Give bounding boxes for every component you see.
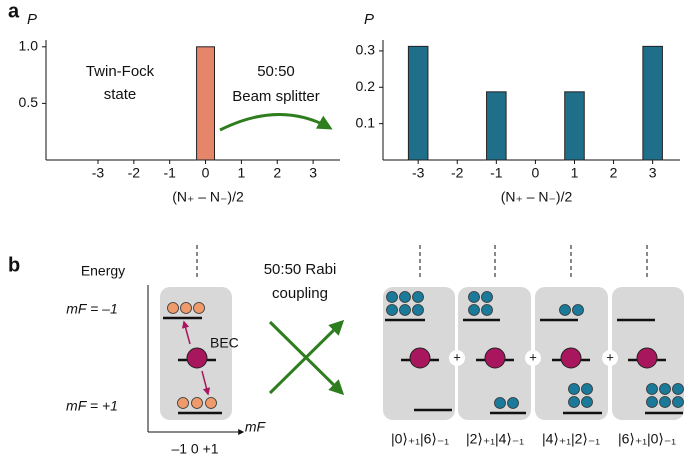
atom — [568, 396, 580, 408]
energy-label: Energy — [81, 263, 125, 279]
panel-b: BEC Energy mF = –1 mF = +1 mF –1 0 +1 50:50 Ra… — [66, 245, 684, 457]
x-tick-label: 3 — [309, 165, 317, 181]
atom — [386, 304, 398, 316]
bec — [186, 347, 208, 369]
x-tick-label: -1 — [490, 165, 503, 181]
atom — [399, 291, 411, 303]
bec — [484, 347, 506, 369]
atom — [572, 304, 584, 316]
atom — [191, 397, 203, 409]
notch — [525, 350, 541, 366]
level-label: mF = –1 — [66, 301, 118, 317]
annotation: state — [104, 86, 137, 103]
atom — [481, 304, 493, 316]
atom — [559, 304, 571, 316]
x-tick-label: 1 — [571, 165, 579, 181]
atom — [468, 291, 480, 303]
x-tick-label: 0 — [532, 165, 540, 181]
annotation: Beam splitter — [232, 88, 320, 105]
plus-sign: + — [606, 349, 614, 364]
x-tick-label: 0 — [202, 165, 210, 181]
bar — [642, 45, 663, 161]
atom — [177, 397, 189, 409]
bar — [196, 46, 216, 161]
beam-splitter-arrow — [219, 113, 333, 132]
state-label: |2⟩₊₁|4⟩₋₁ — [466, 431, 524, 447]
panel-label: b — [8, 254, 20, 276]
atom — [386, 291, 398, 303]
atom — [412, 304, 424, 316]
bec — [409, 347, 431, 369]
atom — [412, 291, 424, 303]
atom — [659, 396, 671, 408]
mf-label: mF — [245, 419, 267, 435]
x-tick-label: -2 — [451, 165, 464, 181]
plus-sign: + — [529, 349, 537, 364]
plus-sign: + — [453, 349, 461, 364]
atom — [568, 383, 580, 395]
atom — [481, 291, 493, 303]
coupling-label: coupling — [272, 285, 328, 302]
x-tick-label: 3 — [649, 165, 657, 181]
bar — [407, 45, 429, 161]
y-axis-label: P — [364, 11, 374, 28]
atom — [659, 383, 671, 395]
bec-label: BEC — [210, 335, 239, 351]
atom — [672, 383, 684, 395]
atom — [399, 304, 411, 316]
x-tick-label: -3 — [412, 165, 425, 181]
bar — [564, 91, 585, 161]
atom — [581, 383, 593, 395]
annotation: Twin-Fock — [86, 63, 155, 80]
x-tick-label: 2 — [273, 165, 281, 181]
atom — [193, 302, 205, 314]
annotation: 50:50 — [257, 63, 295, 80]
atom — [646, 396, 658, 408]
x-tick-label: -3 — [92, 165, 105, 181]
level-label: mF = +1 — [66, 398, 118, 414]
x-tick-label: -2 — [128, 165, 141, 181]
bec — [560, 347, 582, 369]
atom — [507, 397, 519, 409]
bec — [636, 347, 658, 369]
atom — [468, 304, 480, 316]
y-tick-label: 0.5 — [19, 94, 39, 110]
atom — [205, 397, 217, 409]
y-tick-label: 1.0 — [19, 37, 39, 53]
coupling-arrow — [268, 319, 345, 395]
arrow — [181, 320, 191, 345]
x-axis-label: (N₊ – N₋)/2 — [501, 189, 573, 205]
x-tick-label: -1 — [163, 165, 176, 181]
y-tick-label: 0.1 — [356, 114, 376, 130]
x-axis-label: (N₊ – N₋)/2 — [172, 189, 244, 205]
atom — [180, 302, 192, 314]
bar — [486, 91, 507, 161]
y-tick-label: 0.3 — [356, 42, 376, 58]
notch — [602, 350, 618, 366]
atom — [672, 396, 684, 408]
atom — [581, 396, 593, 408]
x-tick-label: 1 — [238, 165, 246, 181]
atom — [167, 302, 179, 314]
panel-label: a — [8, 0, 20, 22]
notch — [449, 350, 465, 366]
atom — [494, 397, 506, 409]
y-tick-label: 0.2 — [356, 78, 376, 94]
atom — [646, 383, 658, 395]
state-label: |4⟩₊₁|2⟩₋₁ — [542, 431, 600, 447]
arrow — [201, 370, 211, 396]
state-label: |6⟩₊₁|0⟩₋₁ — [618, 431, 676, 447]
mf-ticks: –1 0 +1 — [171, 441, 218, 457]
coupling-label: 50:50 Rabi — [264, 261, 337, 278]
y-axis-label: P — [27, 11, 37, 28]
x-tick-label: 2 — [610, 165, 618, 181]
state-label: |0⟩₊₁|6⟩₋₁ — [391, 431, 449, 447]
